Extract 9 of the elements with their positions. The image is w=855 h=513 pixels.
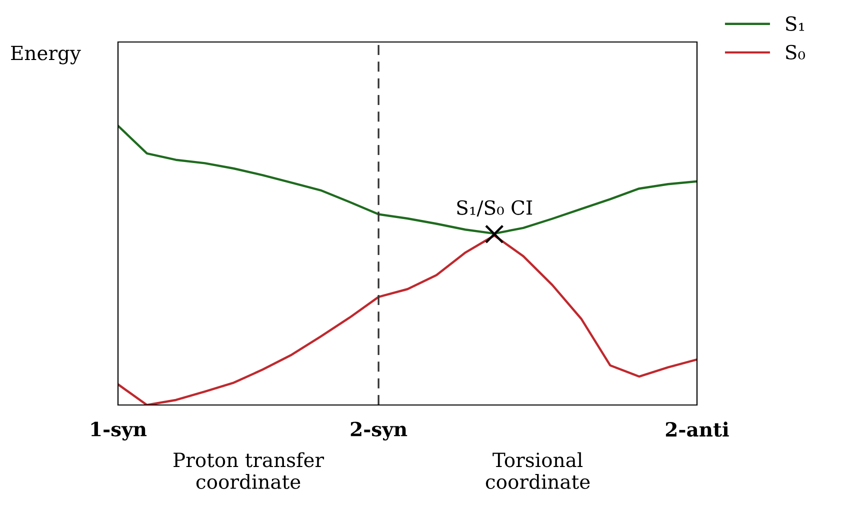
legend-label: S₁ [786, 16, 804, 31]
y-axis-title: Energy [11, 46, 81, 64]
legend-label: S₀ [786, 44, 806, 60]
x-tick-label: 2-syn [350, 422, 408, 440]
text: Torsional coordinate [486, 452, 590, 490]
text: Proton transfer coordinate [174, 452, 324, 490]
x-tick-label: 2-anti [666, 422, 729, 437]
x-tick-label: 1-syn [91, 422, 147, 440]
annotation: S₁/S₀ CI [457, 200, 532, 216]
